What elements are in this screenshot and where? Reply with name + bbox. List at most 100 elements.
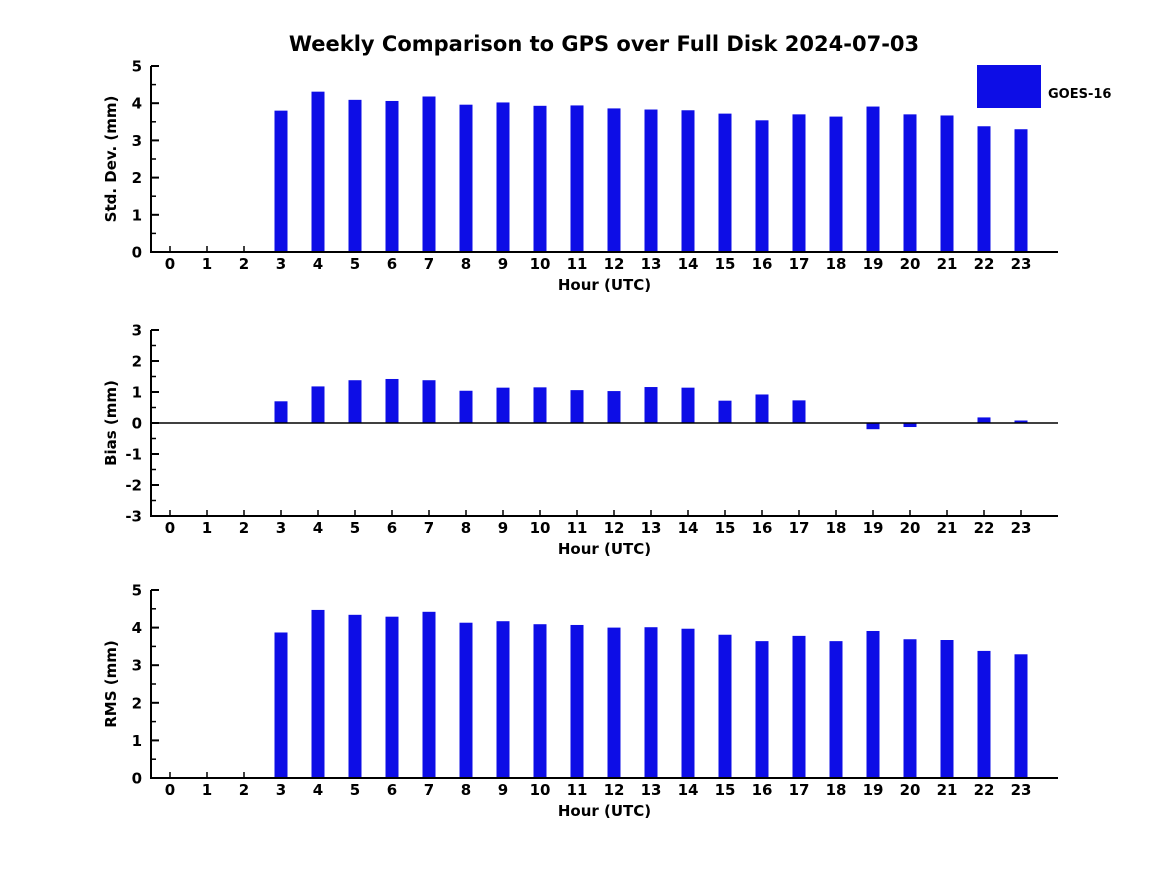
bar [496, 102, 510, 253]
bar [348, 99, 362, 253]
x-tick-label: 3 [276, 519, 286, 537]
y-axis-label: RMS (mm) [102, 640, 120, 727]
bar [533, 105, 547, 252]
x-tick-label: 11 [567, 255, 588, 273]
bar [1014, 654, 1028, 778]
x-tick-label: 11 [567, 519, 588, 537]
x-tick-label: 21 [937, 519, 958, 537]
y-tick-label: 2 [132, 694, 142, 712]
x-tick-label: 11 [567, 781, 588, 799]
y-axis-label: Bias (mm) [102, 380, 120, 466]
x-tick-label: 14 [678, 781, 699, 799]
x-tick-label: 9 [498, 519, 508, 537]
x-tick-label: 18 [826, 255, 847, 273]
bar [866, 106, 880, 252]
x-tick-label: 23 [1011, 781, 1032, 799]
bar [681, 110, 695, 252]
bar [274, 632, 288, 778]
bar [1014, 129, 1028, 252]
bar [570, 105, 584, 252]
bar [829, 641, 843, 778]
bar [940, 640, 954, 778]
bar [533, 387, 547, 423]
bar [718, 400, 732, 423]
bar [644, 627, 658, 778]
y-tick-label: 1 [132, 732, 142, 750]
bar [274, 401, 288, 423]
bar [977, 417, 991, 423]
x-tick-label: 9 [498, 781, 508, 799]
y-tick-label: 0 [132, 415, 142, 433]
x-tick-label: 8 [461, 255, 471, 273]
x-tick-label: 19 [863, 519, 884, 537]
bar [607, 627, 621, 778]
x-tick-label: 12 [604, 255, 625, 273]
x-tick-label: 4 [313, 255, 323, 273]
x-tick-label: 8 [461, 519, 471, 537]
x-tick-label: 2 [239, 781, 249, 799]
x-tick-label: 1 [202, 255, 212, 273]
x-tick-label: 13 [641, 781, 662, 799]
bar [792, 114, 806, 252]
bar [903, 114, 917, 252]
bar [829, 116, 843, 252]
x-tick-label: 13 [641, 255, 662, 273]
y-tick-label: 2 [132, 169, 142, 187]
x-tick-label: 7 [424, 255, 434, 273]
bar [422, 380, 436, 423]
bar [311, 609, 325, 778]
bar [385, 378, 399, 423]
legend-label: GOES-16 [1048, 87, 1111, 102]
x-tick-label: 0 [165, 519, 175, 537]
y-tick-label: 4 [132, 619, 142, 637]
x-tick-label: 16 [752, 519, 773, 537]
x-tick-label: 12 [604, 519, 625, 537]
x-tick-label: 23 [1011, 255, 1032, 273]
legend: GOES-16 [977, 65, 1111, 108]
x-tick-label: 8 [461, 781, 471, 799]
x-tick-label: 4 [313, 519, 323, 537]
bar [496, 621, 510, 778]
y-tick-label: 1 [132, 384, 142, 402]
bar [718, 113, 732, 252]
y-tick-label: -3 [125, 508, 142, 526]
x-tick-label: 7 [424, 781, 434, 799]
y-tick-label: -2 [125, 477, 142, 495]
x-tick-label: 5 [350, 255, 360, 273]
x-tick-label: 22 [974, 781, 995, 799]
bar [718, 634, 732, 778]
x-tick-label: 15 [715, 781, 736, 799]
x-tick-label: 17 [789, 781, 810, 799]
y-tick-label: 5 [132, 582, 142, 600]
bar [866, 630, 880, 778]
bar [755, 120, 769, 252]
x-tick-label: 0 [165, 255, 175, 273]
bar [459, 104, 473, 252]
x-tick-label: 0 [165, 781, 175, 799]
bar [422, 611, 436, 778]
bar [903, 423, 917, 428]
x-tick-label: 18 [826, 519, 847, 537]
x-tick-label: 21 [937, 781, 958, 799]
bar [1014, 420, 1028, 423]
bar [385, 100, 399, 252]
bar [274, 110, 288, 252]
bar [792, 635, 806, 778]
x-tick-label: 17 [789, 519, 810, 537]
bar [348, 614, 362, 778]
x-tick-label: 5 [350, 781, 360, 799]
x-tick-label: 2 [239, 255, 249, 273]
x-tick-label: 19 [863, 255, 884, 273]
bar [422, 96, 436, 252]
x-tick-label: 10 [530, 255, 551, 273]
bar [792, 400, 806, 423]
x-tick-label: 10 [530, 781, 551, 799]
y-tick-label: 4 [132, 95, 142, 113]
x-tick-label: 14 [678, 255, 699, 273]
y-tick-label: 1 [132, 206, 142, 224]
y-tick-label: 3 [132, 132, 142, 150]
